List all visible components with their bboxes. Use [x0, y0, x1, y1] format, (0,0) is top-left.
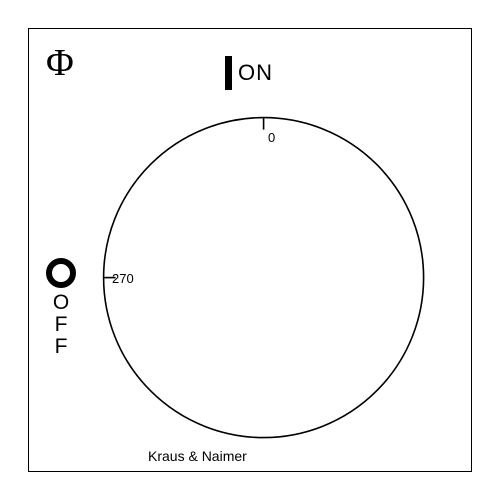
phi-logo-icon: Φ	[46, 44, 74, 82]
dial-outline	[104, 118, 424, 438]
off-letter-f1: F	[55, 314, 68, 336]
angle-label-0: 0	[268, 130, 275, 145]
switch-legend-plate: Φ ON 0 270 O F F Kraus & Naimer	[0, 0, 500, 500]
off-o-icon	[46, 258, 76, 288]
position-on: ON	[225, 56, 273, 90]
position-off: O F F	[46, 258, 76, 358]
on-mark-icon	[225, 56, 232, 90]
off-letter-f2: F	[55, 336, 68, 358]
on-label: ON	[238, 62, 273, 84]
rotary-dial	[102, 116, 425, 439]
angle-label-270: 270	[112, 271, 134, 286]
dial-svg	[102, 116, 425, 439]
off-letter-o: O	[53, 292, 69, 314]
brand-label: Kraus & Naimer	[148, 448, 247, 464]
